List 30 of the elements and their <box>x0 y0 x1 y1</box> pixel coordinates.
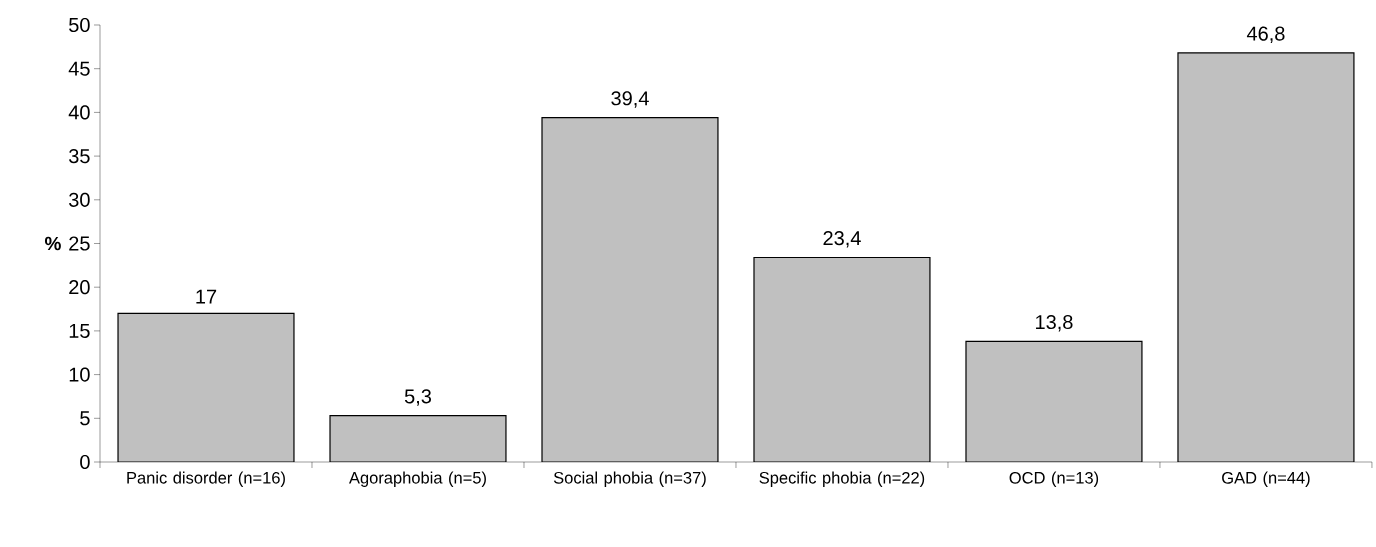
y-tick-label: 25 <box>69 236 90 251</box>
bar <box>753 256 931 462</box>
data-label: 5,3 <box>404 389 432 406</box>
y-tick-label: 45 <box>68 61 90 76</box>
data-label: 17 <box>196 289 217 304</box>
y-tick-label: 20 <box>69 280 90 295</box>
x-tick-label: Social phobia (n=37) <box>553 471 706 487</box>
data-label: 13,8 <box>1036 314 1073 332</box>
y-tick-label: 40 <box>68 105 90 120</box>
x-tick-label: Agoraphobia (n=5) <box>348 471 486 487</box>
y-tick-label: 5 <box>80 411 90 426</box>
y-tick-label: 0 <box>80 454 90 470</box>
bar <box>541 117 719 462</box>
data-label: 39,4 <box>611 91 649 108</box>
y-tick-label: 10 <box>69 367 90 382</box>
y-tick-label: 50 <box>69 17 90 33</box>
x-tick-label: Specific phobia (n=22) <box>759 471 925 487</box>
y-axis-title: % <box>44 236 61 251</box>
y-tick-label: 15 <box>69 323 90 338</box>
x-tick-label: Panic disorder (n=16) <box>127 471 285 487</box>
x-tick-label: OCD (n=13) <box>1009 471 1099 487</box>
y-tick-label: 35 <box>69 149 90 164</box>
bar <box>329 415 507 462</box>
y-tick-label: 30 <box>69 192 90 207</box>
x-tick-label: GAD (n=44) <box>1222 471 1310 487</box>
bar <box>965 340 1143 462</box>
bar <box>117 312 295 462</box>
bar <box>1177 52 1355 462</box>
data-label: 46,8 <box>1246 26 1285 44</box>
data-label: 23,4 <box>823 231 861 248</box>
